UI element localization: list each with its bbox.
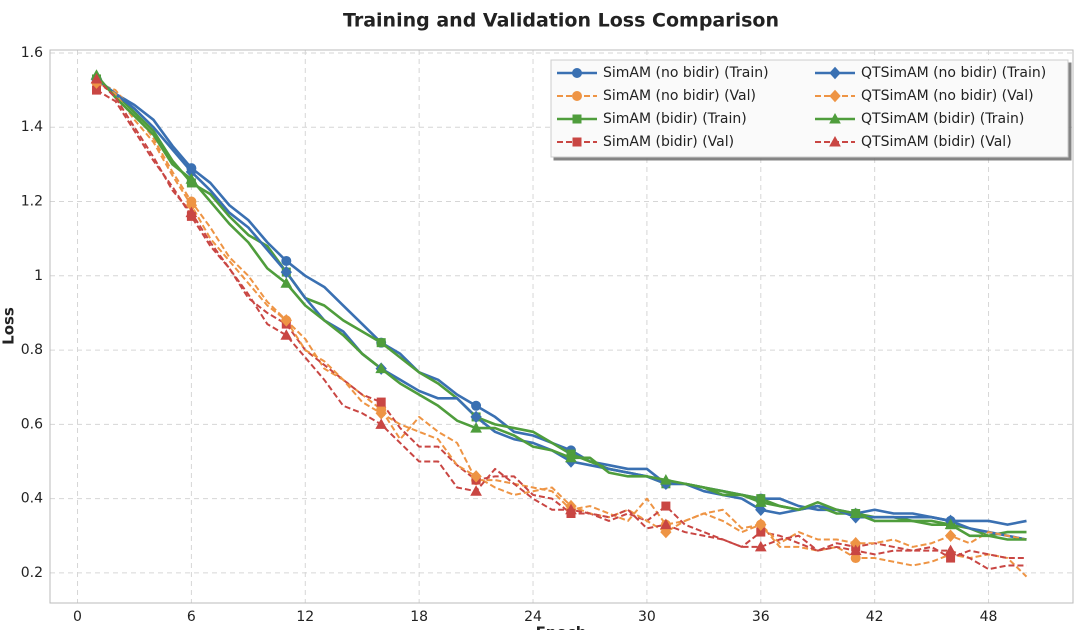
marker [376,338,386,348]
plot-lines [90,69,1028,578]
series-line [95,89,1027,560]
marker [661,501,671,511]
marker [660,525,672,539]
marker [90,72,103,84]
marker [755,518,767,531]
marker [572,91,582,101]
marker [471,400,482,411]
y-tick-label: 0.4 [21,491,43,507]
legend-label: QTSimAM (no bidir) (Train) [861,65,1046,81]
y-tick-label: 1.6 [21,45,43,61]
marker [565,451,577,463]
x-axis-label: Epoch [536,624,587,630]
legend: SimAM (no bidir) (Train) SimAM (no bidir)… [550,59,1069,158]
x-tick-label: 18 [410,609,428,625]
x-tick-label: 0 [73,609,82,625]
legend-box [550,59,1069,158]
marker [660,518,672,530]
marker [849,544,862,556]
marker [754,496,767,507]
x-tick-label: 48 [980,609,998,625]
x-tick-label: 42 [866,609,884,625]
marker [185,173,198,184]
marker [946,553,956,563]
y-tick-label: 1.4 [21,119,43,135]
y-tick-label: 1.2 [21,194,43,210]
series-line [95,78,1027,571]
legend-label: SimAM (bidir) (Val) [603,134,734,150]
legend-label: QTSimAM (bidir) (Val) [861,134,1012,150]
legend-label: QTSimAM (no bidir) (Val) [861,88,1034,104]
marker [754,540,767,552]
marker [572,137,582,147]
marker [470,470,482,483]
marker [944,518,957,530]
x-tick-label: 6 [187,609,196,625]
x-tick-label: 12 [296,609,314,625]
marker [849,507,862,518]
marker [755,503,767,517]
plot-frame [49,49,1074,604]
marker [280,277,293,288]
y-tick-label: 0.2 [21,565,43,581]
marker [572,114,582,124]
marker [375,418,388,429]
chart-title: Training and Validation Loss Comparison [343,10,779,32]
legend-label: SimAM (no bidir) (Train) [603,65,769,81]
marker [375,362,388,374]
marker [829,135,841,147]
marker [829,89,841,103]
x-tick-label: 30 [638,609,656,625]
marker [572,68,582,78]
marker [829,112,841,124]
y-tick-label: 0.6 [21,416,43,432]
series-line [95,77,1027,526]
marker [280,329,293,340]
marker [376,397,386,407]
x-tick-label: 24 [524,609,542,625]
series-line [95,74,1027,541]
marker [470,485,482,496]
marker [185,206,198,218]
series-line [96,81,1028,578]
marker [280,314,292,327]
x-tick-label: 36 [752,609,770,625]
legend-label: SimAM (bidir) (Train) [603,111,747,127]
marker [565,503,577,515]
legend-label: QTSimAM (bidir) (Train) [861,111,1024,127]
y-axis-label: Loss [0,307,18,345]
series-line [95,81,1027,548]
marker [281,255,292,266]
marker [660,474,672,485]
marker [944,529,957,543]
y-tick-label: 1 [34,268,43,284]
legend-label: SimAM (no bidir) (Val) [603,88,756,104]
series-line [95,77,1027,541]
marker [829,66,841,80]
marker [944,544,957,556]
y-tick-label: 0.8 [21,342,43,358]
marker [470,422,482,433]
